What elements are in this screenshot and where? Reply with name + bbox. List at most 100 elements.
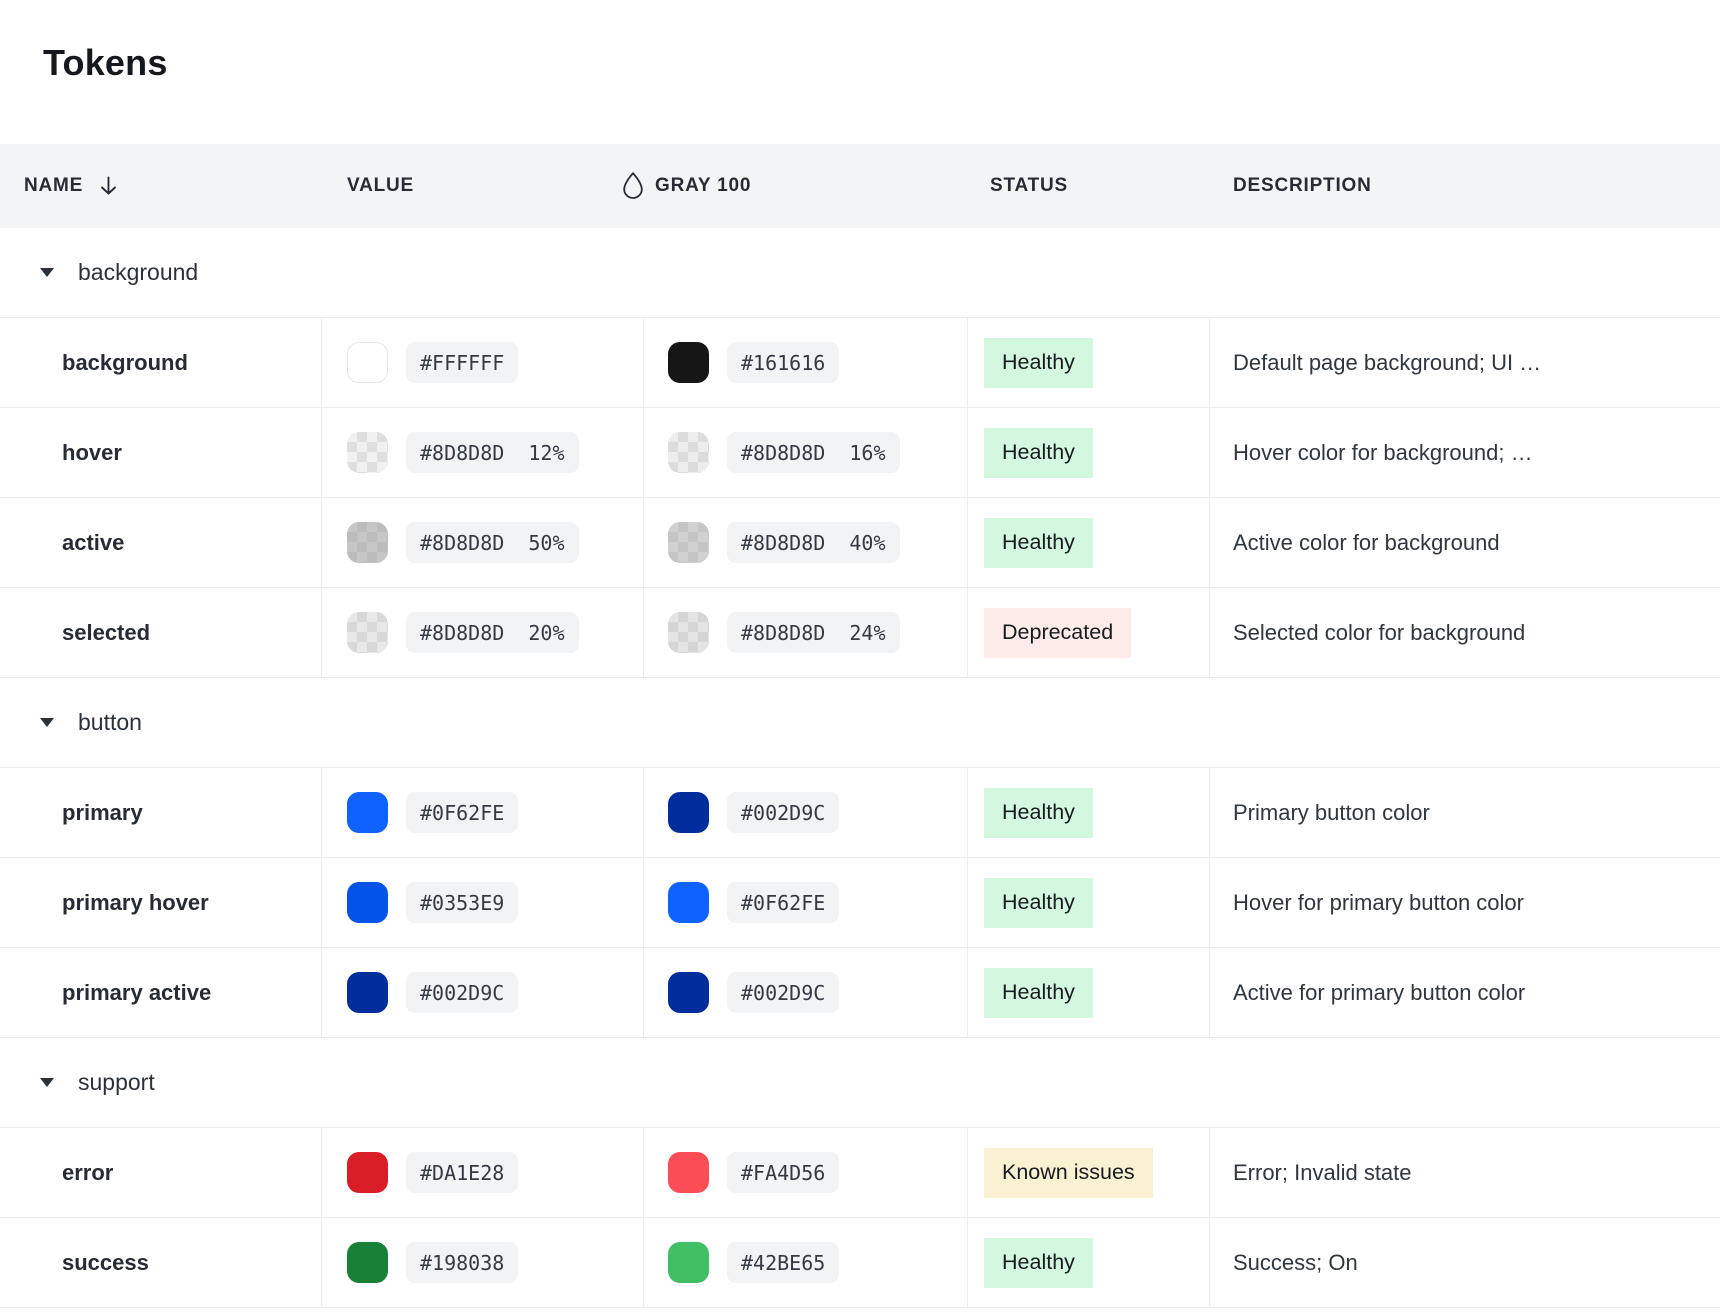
gray-100-color-swatch[interactable]: [668, 882, 709, 923]
value-cell: #DA1E28: [322, 1128, 644, 1217]
gray-100-color-swatch[interactable]: [668, 432, 709, 473]
value-cell: #0353E9: [322, 858, 644, 947]
gray-100-hex-label[interactable]: #002D9C: [727, 792, 840, 833]
value-color-swatch[interactable]: [347, 612, 388, 653]
collapse-triangle-icon[interactable]: [40, 1078, 54, 1087]
value-hex-label[interactable]: #FFFFFF: [406, 342, 519, 383]
token-row[interactable]: selected #8D8D8D 20% #8D8D8D 24% Depreca…: [0, 588, 1720, 678]
token-row[interactable]: primary #0F62FE #002D9C Healthy Primary …: [0, 768, 1720, 858]
gray-100-color-swatch[interactable]: [668, 342, 709, 383]
token-name: background: [62, 349, 188, 375]
token-name: primary hover: [62, 889, 209, 915]
value-hex-label[interactable]: #198038: [406, 1242, 519, 1283]
gray-100-hex-label[interactable]: #161616: [727, 342, 840, 383]
description-cell: Selected color for background: [1210, 588, 1720, 677]
sort-descending-icon: [97, 174, 120, 198]
gray-100-hex-label[interactable]: #8D8D8D 16%: [727, 432, 900, 473]
value-color-swatch[interactable]: [347, 432, 388, 473]
token-name: selected: [62, 619, 151, 645]
description-cell: Success; On: [1210, 1218, 1720, 1307]
column-header-value: VALUE: [347, 144, 414, 228]
collapse-triangle-icon[interactable]: [40, 718, 54, 727]
name-cell: background: [0, 318, 322, 407]
gray-100-color-swatch[interactable]: [668, 1242, 709, 1283]
token-name: primary active: [62, 979, 212, 1005]
token-description: Primary button color: [1233, 799, 1430, 825]
group-row[interactable]: button: [0, 678, 1720, 768]
gray-100-hex-label[interactable]: #0F62FE: [727, 882, 840, 923]
token-row[interactable]: primary hover #0353E9 #0F62FE Healthy Ho…: [0, 858, 1720, 948]
token-row[interactable]: primary active #002D9C #002D9C Healthy A…: [0, 948, 1720, 1038]
token-row[interactable]: background #FFFFFF #161616 Healthy Defau…: [0, 318, 1720, 408]
token-description: Success; On: [1233, 1249, 1358, 1275]
value-color-swatch[interactable]: [347, 1242, 388, 1283]
value-hex-label[interactable]: #002D9C: [406, 972, 519, 1013]
description-cell: Hover for primary button color: [1210, 858, 1720, 947]
name-cell: success: [0, 1218, 322, 1307]
column-header-gray-100-label: GRAY 100: [655, 175, 752, 196]
value-hex-label[interactable]: #8D8D8D 20%: [406, 612, 579, 653]
status-badge: Healthy: [984, 517, 1093, 568]
column-header-name-label: NAME: [24, 175, 84, 196]
value-cell: #002D9C: [322, 948, 644, 1037]
description-cell: Error; Invalid state: [1210, 1128, 1720, 1217]
value-hex-label[interactable]: #0F62FE: [406, 792, 519, 833]
value-cell: #8D8D8D 20%: [322, 588, 644, 677]
value-color-swatch[interactable]: [347, 882, 388, 923]
token-row[interactable]: error #DA1E28 #FA4D56 Known issues Error…: [0, 1128, 1720, 1218]
token-row[interactable]: hover #8D8D8D 12% #8D8D8D 16% Healthy Ho…: [0, 408, 1720, 498]
gray-100-color-swatch[interactable]: [668, 1152, 709, 1193]
column-header-name[interactable]: NAME: [24, 144, 120, 228]
group-row[interactable]: support: [0, 1038, 1720, 1128]
group-row[interactable]: background: [0, 228, 1720, 318]
name-cell: primary active: [0, 948, 322, 1037]
token-name: hover: [62, 439, 122, 465]
gray-100-hex-label[interactable]: #8D8D8D 40%: [727, 522, 900, 563]
value-color-swatch[interactable]: [347, 972, 388, 1013]
token-row[interactable]: active #8D8D8D 50% #8D8D8D 40% Healthy A…: [0, 498, 1720, 588]
column-header-value-label: VALUE: [347, 175, 414, 196]
alpha-overlay: [347, 432, 388, 473]
value-cell: #8D8D8D 12%: [322, 408, 644, 497]
alpha-overlay: [668, 612, 709, 653]
token-name: error: [62, 1159, 114, 1185]
droplet-icon: [620, 170, 646, 202]
column-header-status: STATUS: [990, 144, 1068, 228]
value-hex-label[interactable]: #8D8D8D 50%: [406, 522, 579, 563]
value-color-swatch[interactable]: [347, 1152, 388, 1193]
value-hex-label[interactable]: #0353E9: [406, 882, 519, 923]
gray-100-color-swatch[interactable]: [668, 792, 709, 833]
gray-100-cell: #8D8D8D 16%: [644, 408, 968, 497]
name-cell: selected: [0, 588, 322, 677]
name-cell: error: [0, 1128, 322, 1217]
value-hex-label[interactable]: #8D8D8D 12%: [406, 432, 579, 473]
gray-100-hex-label[interactable]: #002D9C: [727, 972, 840, 1013]
value-color-swatch[interactable]: [347, 342, 388, 383]
status-cell: Healthy: [968, 408, 1210, 497]
gray-100-cell: #0F62FE: [644, 858, 968, 947]
value-hex-label[interactable]: #DA1E28: [406, 1152, 519, 1193]
gray-100-color-swatch[interactable]: [668, 612, 709, 653]
gray-100-cell: #42BE65: [644, 1218, 968, 1307]
gray-100-color-swatch[interactable]: [668, 972, 709, 1013]
token-name: primary: [62, 799, 143, 825]
token-name: active: [62, 529, 125, 555]
description-cell: Default page background; UI …: [1210, 318, 1720, 407]
value-color-swatch[interactable]: [347, 522, 388, 563]
status-badge: Healthy: [984, 427, 1093, 478]
value-color-swatch[interactable]: [347, 792, 388, 833]
gray-100-hex-label[interactable]: #42BE65: [727, 1242, 840, 1283]
token-row[interactable]: success #198038 #42BE65 Healthy Success;…: [0, 1218, 1720, 1308]
token-description: Hover color for background; …: [1233, 439, 1533, 465]
name-cell: primary hover: [0, 858, 322, 947]
gray-100-color-swatch[interactable]: [668, 522, 709, 563]
description-cell: Active color for background: [1210, 498, 1720, 587]
collapse-triangle-icon[interactable]: [40, 268, 54, 277]
gray-100-hex-label[interactable]: #8D8D8D 24%: [727, 612, 900, 653]
gray-100-hex-label[interactable]: #FA4D56: [727, 1152, 840, 1193]
token-description: Active for primary button color: [1233, 979, 1526, 1005]
gray-100-cell: #002D9C: [644, 948, 968, 1037]
description-cell: Primary button color: [1210, 768, 1720, 857]
group-label: support: [78, 1069, 155, 1095]
alpha-overlay: [668, 432, 709, 473]
